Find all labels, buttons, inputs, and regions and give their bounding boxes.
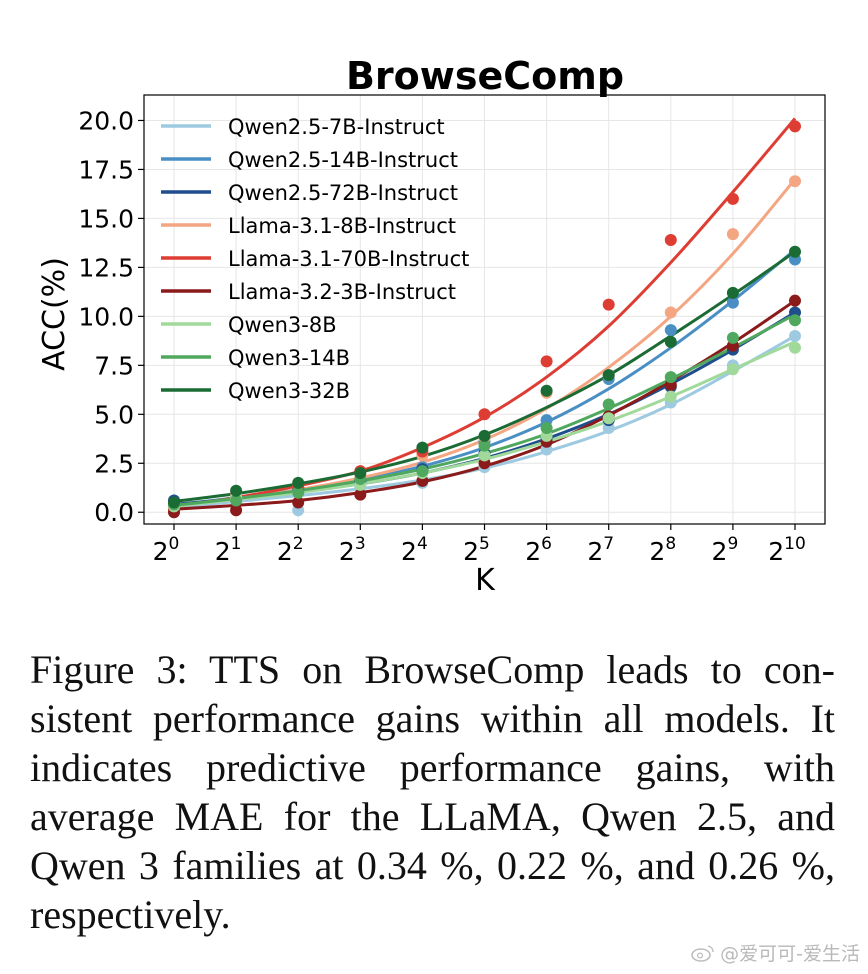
- data-point: [664, 324, 677, 337]
- caption-line: with average MAE for the LLaMA, Qwen: [30, 745, 835, 839]
- y-tick-label: 12.5: [78, 253, 134, 282]
- series-line: [173, 340, 796, 508]
- data-point: [478, 408, 491, 421]
- series-layer: [168, 117, 801, 519]
- x-tick-label: 210: [768, 534, 806, 566]
- y-tick-label: 7.5: [94, 351, 134, 380]
- x-axis-label: K: [475, 563, 496, 598]
- series-line: [173, 313, 796, 507]
- data-point: [354, 467, 367, 480]
- data-point: [664, 371, 677, 384]
- data-point: [540, 355, 553, 368]
- y-tick-label: 20.0: [78, 106, 134, 135]
- legend-label: Llama-3.2-3B-Instruct: [228, 280, 456, 304]
- weibo-icon: [691, 944, 714, 962]
- data-point: [789, 314, 801, 327]
- data-point: [602, 369, 615, 382]
- data-point: [602, 412, 615, 425]
- data-point: [726, 192, 739, 205]
- x-tick-label: 21: [215, 534, 242, 566]
- legend-label: Qwen2.5-14B-Instruct: [228, 148, 458, 172]
- data-point: [230, 484, 243, 497]
- data-point: [789, 294, 801, 307]
- data-point: [726, 228, 739, 241]
- x-tick-label: 22: [277, 534, 304, 566]
- x-tick-label: 20: [153, 534, 180, 566]
- data-point: [726, 296, 739, 309]
- data-point: [292, 496, 305, 509]
- caption-line: 2.5, and Qwen 3 families at 0.34 %, 0.22…: [30, 794, 835, 888]
- data-point: [726, 363, 739, 376]
- watermark: @爱可可-爱生活: [690, 939, 860, 966]
- data-point: [416, 465, 429, 478]
- data-point: [664, 233, 677, 246]
- data-point: [726, 331, 739, 344]
- data-point: [168, 496, 180, 509]
- y-axis: 0.0 2.5 5.0 7.5 10.0 12.5 15.0 17.5 20.0: [78, 106, 144, 527]
- legend: Qwen2.5-7B-Instruct Qwen2.5-14B-Instruct Q…: [161, 115, 469, 403]
- data-point: [354, 488, 367, 501]
- legend-label: Llama-3.1-8B-Instruct: [228, 214, 456, 238]
- chart-title: BrowseComp: [346, 54, 624, 98]
- caption-line: Figure 3: TTS on BrowseComp leads to con…: [30, 647, 835, 692]
- data-point: [602, 298, 615, 311]
- y-tick-label: 17.5: [78, 155, 134, 184]
- data-point: [664, 306, 677, 319]
- x-tick-label: 25: [463, 534, 490, 566]
- data-point: [478, 429, 491, 442]
- y-tick-label: 10.0: [78, 302, 134, 331]
- legend-label: Llama-3.1-70B-Instruct: [228, 247, 469, 271]
- x-tick-label: 28: [649, 534, 676, 566]
- data-point: [478, 439, 491, 452]
- y-tick-label: 2.5: [94, 449, 134, 478]
- legend-label: Qwen3-14B: [228, 346, 350, 370]
- figure-caption: Figure 3: TTS on BrowseComp leads to con…: [30, 645, 835, 939]
- x-tick-label: 29: [712, 534, 739, 566]
- caption-line: and 0.26 %, respectively.: [30, 843, 836, 937]
- legend-label: Qwen3-32B: [228, 379, 350, 403]
- y-axis-label: ACC(%): [37, 257, 72, 371]
- x-tick-label: 26: [525, 534, 552, 566]
- legend-label: Qwen2.5-72B-Instruct: [228, 181, 458, 205]
- caption-line: It indicates predictive performance gain…: [30, 696, 836, 790]
- data-point: [789, 329, 801, 342]
- chart: BrowseComp 0.0 2.5 5.0 7.5 10.0 12.5 15.0 17.5 2…: [37, 54, 826, 598]
- watermark-text: @爱可可-爱生活: [720, 943, 860, 965]
- x-tick-label: 24: [401, 534, 428, 566]
- data-point: [789, 175, 801, 188]
- series-line: [173, 334, 796, 510]
- data-point: [540, 384, 553, 397]
- data-point: [664, 390, 677, 403]
- data-point: [726, 286, 739, 299]
- y-tick-label: 0.0: [94, 498, 134, 527]
- data-point: [789, 245, 801, 258]
- data-point: [230, 504, 243, 517]
- caption-line: sistent performance gains within all mod…: [30, 696, 790, 741]
- data-point: [478, 449, 491, 462]
- x-tick-label: 23: [339, 534, 366, 566]
- y-tick-label: 15.0: [78, 204, 134, 233]
- data-point: [230, 494, 243, 507]
- y-tick-label: 5.0: [94, 400, 134, 429]
- legend-label: Qwen2.5-7B-Instruct: [228, 115, 445, 139]
- data-point: [292, 476, 305, 489]
- legend-label: Qwen3-8B: [228, 313, 337, 337]
- x-axis: 20 21 22 23 24 25 26 27 28 29 210: [153, 524, 806, 566]
- data-point: [602, 398, 615, 411]
- data-point: [540, 422, 553, 435]
- data-point: [292, 486, 305, 499]
- data-point: [416, 441, 429, 454]
- data-point: [789, 341, 801, 354]
- data-point: [664, 335, 677, 348]
- data-point: [789, 120, 801, 133]
- x-tick-label: 27: [587, 534, 614, 566]
